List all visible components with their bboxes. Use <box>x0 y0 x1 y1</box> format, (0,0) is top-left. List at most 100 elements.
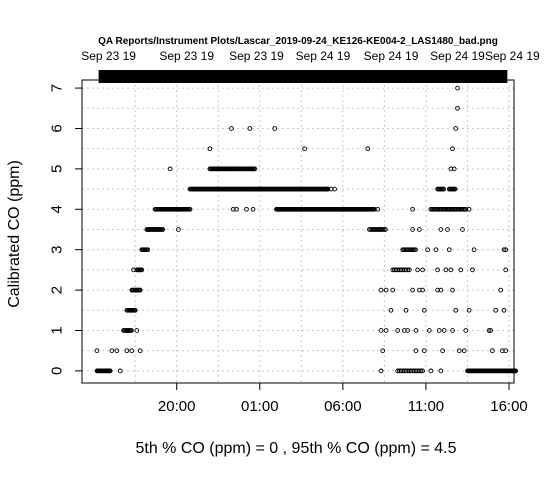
y-tick-label: 1 <box>48 326 65 334</box>
data-point <box>397 267 402 273</box>
data-point <box>383 328 389 333</box>
data-point <box>445 227 450 232</box>
data-point <box>109 348 115 354</box>
data-point <box>247 126 253 131</box>
data-point <box>411 368 417 374</box>
y-tick-label: 2 <box>48 286 65 294</box>
data-point <box>450 328 455 333</box>
data-point <box>378 368 384 374</box>
y-tick-label: 7 <box>48 84 65 92</box>
data-point <box>501 307 507 313</box>
top-date-label: Sep 24 19 <box>296 49 351 63</box>
top-date-label: Sep 23 19 <box>81 49 136 63</box>
data-point <box>441 206 447 212</box>
footer-stats: 5th % CO (ppm) = 0 , 95th % CO (ppm) = 4… <box>135 440 456 457</box>
data-point <box>397 368 402 374</box>
data-point <box>450 287 455 293</box>
data-point <box>420 267 425 273</box>
data-point <box>244 206 249 212</box>
data-point <box>413 247 418 253</box>
data-point <box>252 166 258 172</box>
y-tick-label: 6 <box>48 124 65 132</box>
y-tick-label: 5 <box>48 165 65 173</box>
data-point <box>132 307 138 313</box>
data-point <box>383 227 388 232</box>
data-point <box>488 328 494 333</box>
data-point <box>486 328 492 333</box>
data-point <box>435 267 440 273</box>
x-tick-label: 06:00 <box>324 398 362 415</box>
data-point <box>461 348 467 354</box>
top-date-label: Sep 24 19 <box>430 49 485 63</box>
data-point <box>455 85 460 91</box>
data-point <box>398 267 404 273</box>
data-point <box>470 267 475 273</box>
x-tick-label: 20:00 <box>158 398 196 415</box>
data-point <box>137 348 143 354</box>
data-point <box>94 348 100 354</box>
data-point <box>160 227 166 232</box>
y-axis: 0 1 2 3 4 5 6 7 <box>48 84 82 375</box>
data-point <box>365 146 371 152</box>
data-point <box>453 126 459 131</box>
y-tick-label: 4 <box>48 205 65 213</box>
data-point <box>416 368 422 374</box>
y-axis-label: Calibrated CO (ppm) <box>6 160 23 308</box>
data-point <box>436 328 442 333</box>
top-date-axis: Sep 23 19 Sep 23 19 Sep 23 19 Sep 24 19 Sep … <box>81 49 540 63</box>
data-point <box>440 348 445 354</box>
data-point <box>275 206 281 212</box>
data-point <box>187 206 193 212</box>
data-point <box>453 307 459 313</box>
data-point <box>426 328 432 333</box>
data-point <box>137 287 143 293</box>
top-date-label: Sep 23 19 <box>229 49 284 63</box>
data-point <box>498 287 504 293</box>
data-point <box>448 166 454 172</box>
top-date-label: Sep 24 19 <box>485 49 540 63</box>
data-point <box>463 206 469 212</box>
data-point <box>443 267 449 273</box>
data-point <box>167 166 173 172</box>
data-point <box>466 307 472 313</box>
data-point <box>441 186 446 192</box>
data-point <box>380 227 386 232</box>
x-tick-label: 11:00 <box>408 398 444 415</box>
y-tick-label: 3 <box>48 246 65 254</box>
data-point <box>395 368 401 374</box>
data-point <box>433 247 439 253</box>
data-point <box>398 368 404 374</box>
data-point <box>259 186 264 192</box>
data-point <box>466 206 472 212</box>
data-point <box>207 146 213 152</box>
data-point <box>403 368 409 374</box>
data-point <box>325 186 331 192</box>
data-point <box>378 287 384 293</box>
data-point <box>410 287 415 293</box>
data-point <box>456 348 462 354</box>
data-point <box>435 287 440 293</box>
data-point <box>413 368 419 374</box>
data-point <box>332 186 337 192</box>
data-point <box>403 267 409 273</box>
data-point <box>146 227 151 232</box>
data-point <box>421 307 427 313</box>
data-point <box>229 126 234 131</box>
data-point <box>408 368 414 374</box>
data-point <box>503 267 509 273</box>
data-point <box>124 348 130 354</box>
data-point <box>131 267 136 273</box>
data-point <box>383 287 389 293</box>
x-tick-label: 16:00 <box>490 398 528 415</box>
data-point <box>425 247 430 253</box>
data-point <box>117 368 123 374</box>
data-point <box>395 267 401 273</box>
data-point <box>501 247 507 253</box>
data-point <box>460 227 465 232</box>
data-point <box>452 186 458 192</box>
data-point <box>503 247 509 253</box>
data-point <box>450 146 455 152</box>
data-point <box>377 227 382 232</box>
data-point <box>413 328 419 333</box>
grid-lines <box>82 80 514 383</box>
